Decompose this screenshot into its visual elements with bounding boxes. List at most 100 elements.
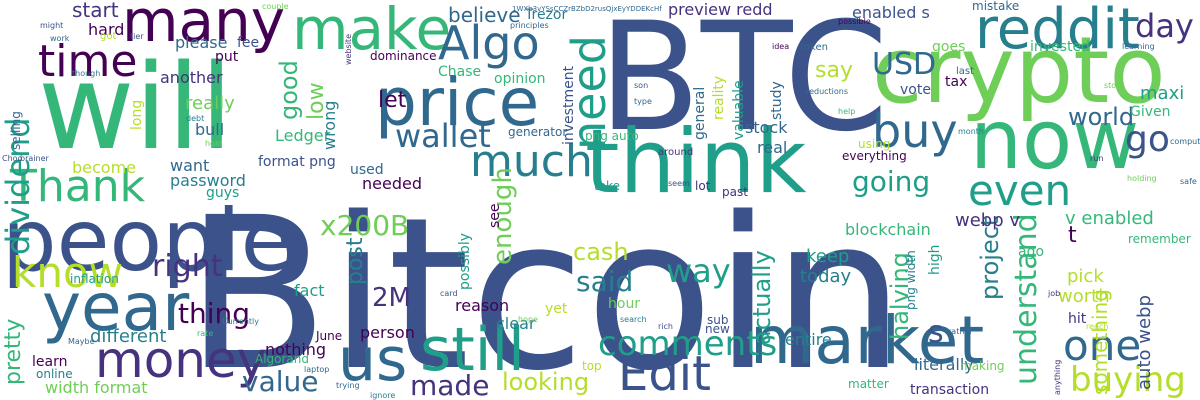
word-used: used — [350, 162, 384, 178]
word-say: say — [815, 58, 853, 83]
word-hard: hard — [88, 20, 125, 39]
word-maxi: maxi — [1140, 83, 1185, 104]
word-hit: hit — [1068, 311, 1087, 327]
word-seem: seem — [668, 179, 690, 188]
word-top: top — [582, 359, 602, 373]
word-s: s — [928, 315, 944, 350]
word-vote: vote — [900, 82, 931, 98]
word-right: right — [152, 249, 223, 284]
word-rich: rich — [658, 322, 673, 331]
word-past: past — [722, 185, 748, 199]
word-way: way — [666, 252, 731, 290]
word-choo: Choo — [2, 154, 23, 163]
word-real: real — [757, 138, 788, 157]
word-wallet: wallet — [395, 117, 491, 155]
word-person: person — [360, 323, 415, 342]
word-stop: stop — [1104, 81, 1122, 90]
word-study: study — [769, 81, 785, 120]
word-hour: hour — [608, 296, 641, 312]
word-goes: goes — [932, 39, 966, 55]
word-laptop: laptop — [304, 365, 330, 374]
word-become: become — [72, 158, 137, 177]
word-t: t — [1068, 223, 1077, 248]
word-last: last — [956, 66, 975, 77]
word-clear: clear — [496, 314, 536, 333]
word-yet: yet — [545, 301, 568, 317]
word-start: start — [72, 0, 119, 22]
word-thing: thing — [178, 297, 251, 330]
word-trezor: Trezor — [525, 7, 568, 23]
word-one: one — [1063, 321, 1142, 370]
word-auto-webp: auto webp — [1134, 295, 1155, 390]
word-want: want — [170, 156, 210, 175]
word-rather: rather — [948, 327, 973, 336]
word-different: different — [90, 326, 167, 347]
word-make: make — [292, 0, 452, 63]
word-algorand: Algorand — [255, 352, 310, 366]
word-ledger: Ledger — [275, 126, 331, 145]
word-ago: ago — [1018, 244, 1045, 260]
word-invested: invested — [1030, 39, 1090, 55]
word-work: work — [50, 34, 70, 43]
word-bull: bull — [195, 120, 225, 139]
word-today: today — [800, 266, 852, 287]
word-buy: buy — [872, 104, 958, 158]
word-job: job — [1048, 289, 1061, 298]
word-inflation: inflation — [70, 272, 119, 286]
word-though: though — [72, 69, 101, 78]
word-still: still — [420, 315, 525, 385]
word-usd: USD — [872, 47, 937, 82]
word-algo: Algo — [438, 16, 540, 70]
word-wrong: wrong — [320, 100, 339, 150]
word-year: year — [42, 269, 190, 346]
word-opinion: opinion — [494, 71, 546, 87]
word-new: new — [705, 322, 730, 336]
word-couple: couple — [262, 2, 289, 11]
word-money: money — [95, 331, 267, 389]
word-crypto: crypto — [872, 17, 1166, 124]
word-entire: entire — [785, 330, 832, 349]
word-btc: BTC — [598, 0, 889, 165]
word-anything: anything — [1053, 359, 1062, 395]
word-said: said — [576, 265, 634, 298]
word-fact: fact — [294, 281, 325, 300]
word-many: many — [122, 0, 286, 55]
word-remember: remember — [1128, 232, 1191, 246]
word-pretty: pretty — [1, 318, 26, 385]
word-think: think — [585, 110, 807, 213]
word-fee: fee — [237, 35, 260, 51]
word-valuable: valuable — [731, 80, 747, 140]
word-learning: learning — [1122, 42, 1155, 51]
word-much: much — [470, 136, 593, 187]
word-june: June — [316, 329, 343, 343]
word-literally: literally — [914, 355, 974, 374]
word-us: us — [338, 325, 408, 395]
word-everything: everything — [842, 149, 907, 163]
word-blockchain: blockchain — [845, 220, 931, 239]
word-generator: generator — [508, 125, 568, 139]
word-believe: believe — [448, 3, 521, 27]
word-comments: comments — [598, 324, 778, 364]
word-matter: matter — [848, 377, 889, 391]
word-know: know — [12, 248, 123, 297]
word-nothing: nothing — [265, 340, 327, 359]
word-son: son — [634, 81, 649, 90]
word-learn: learn — [32, 354, 68, 370]
word-might: might — [40, 21, 64, 30]
word-tier: tier — [130, 32, 144, 41]
word-help: help — [838, 107, 856, 116]
word-market: market — [750, 302, 985, 379]
word-thank: Thank — [10, 161, 146, 212]
word-lot: lot — [695, 179, 711, 193]
word-reality: reality — [711, 75, 727, 120]
word-hope: hope — [518, 315, 538, 324]
word-needed: needed — [362, 174, 422, 193]
word-reason: reason — [455, 296, 510, 315]
word-preview-redd: preview redd — [668, 0, 773, 19]
word-good: good — [275, 60, 303, 120]
word-made: made — [410, 369, 490, 400]
word-png-auto: png auto — [585, 129, 639, 143]
word-ignore: ignore — [370, 391, 396, 400]
word-making: making — [960, 359, 1005, 373]
